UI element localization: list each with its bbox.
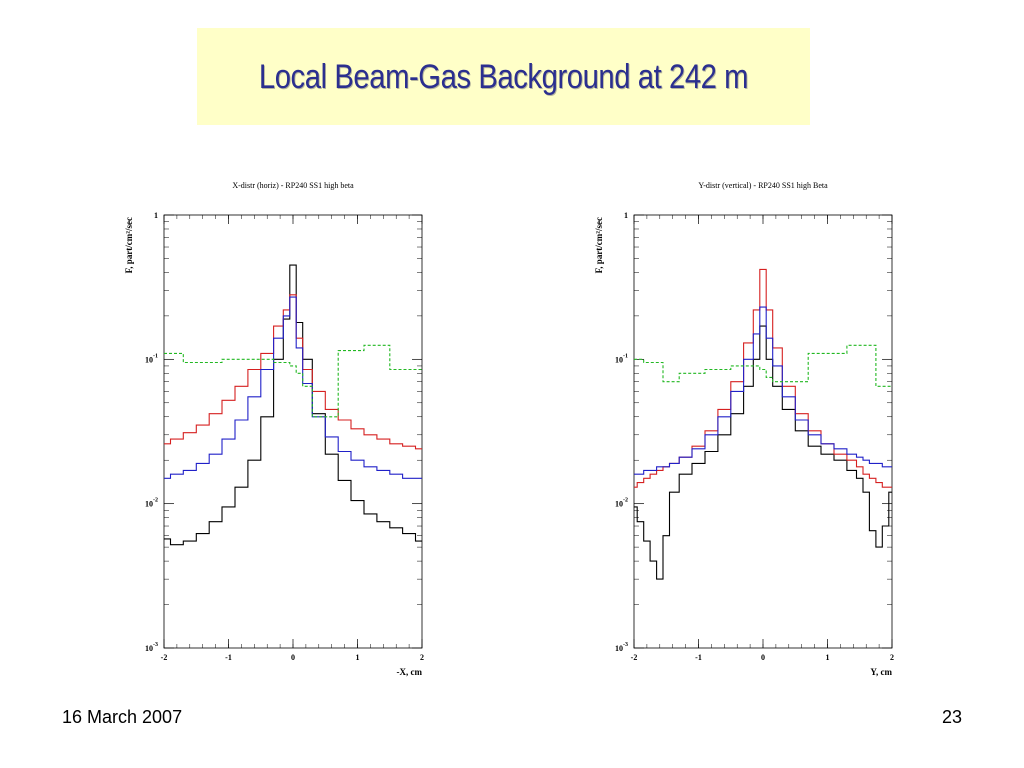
- y-tick-exponent: -1: [153, 353, 158, 359]
- y-tick-base: 10: [145, 355, 153, 364]
- series-line: [634, 268, 892, 488]
- y-tick-base: 10: [615, 644, 623, 653]
- footer-date: 16 March 2007: [62, 707, 183, 727]
- chart-y-distribution: Y-distr (vertical) - RP240 SS1 high Beta…: [578, 175, 948, 685]
- y-tick-exponent: -1: [623, 353, 628, 359]
- x-tick-label: -1: [225, 653, 232, 662]
- series-line: [164, 296, 422, 479]
- y-axis-label: F, part/cm²/sec: [124, 217, 134, 273]
- series-line: [634, 344, 892, 387]
- series-line: [164, 344, 422, 418]
- x-tick-label: 1: [356, 653, 360, 662]
- y-tick-exponent: -3: [153, 642, 158, 648]
- y-tick-exponent: -3: [623, 642, 628, 648]
- y-tick-exponent: -2: [153, 498, 158, 504]
- series-line: [164, 264, 422, 546]
- x-tick-label: 0: [761, 653, 765, 662]
- y-tick-label: 10-2: [615, 498, 628, 509]
- y-tick-label: 1: [624, 211, 628, 220]
- x-tick-label: 2: [420, 653, 424, 662]
- y-tick-label: 10-3: [615, 642, 628, 653]
- x-tick-label: -2: [631, 653, 638, 662]
- x-tick-label: -2: [161, 653, 168, 662]
- y-tick-base: 10: [145, 644, 153, 653]
- y-tick-label: 10-1: [145, 353, 158, 364]
- x-tick-label: 1: [826, 653, 830, 662]
- x-tick-label: 0: [291, 653, 295, 662]
- chart-x-distribution: X-distr (horiz) - RP240 SS1 high beta -2-…: [108, 175, 478, 685]
- chart-svg: X-distr (horiz) - RP240 SS1 high beta-2-…: [124, 181, 424, 677]
- plot-frame: [163, 214, 423, 649]
- y-tick-label: 10-1: [615, 353, 628, 364]
- chart-svg: Y-distr (vertical) - RP240 SS1 high Beta…: [594, 181, 894, 677]
- y-tick-label: 1: [154, 211, 158, 220]
- series-line: [634, 325, 892, 580]
- series-line: [634, 306, 892, 475]
- series-line: [164, 294, 422, 450]
- x-tick-label: -1: [695, 653, 702, 662]
- y-tick-base: 10: [615, 500, 623, 509]
- y-axis-label: F, part/cm²/sec: [594, 217, 604, 273]
- x-tick-label: 2: [890, 653, 894, 662]
- chart-title: X-distr (horiz) - RP240 SS1 high beta: [232, 181, 354, 190]
- y-tick-label: 10-3: [145, 642, 158, 653]
- y-tick-label: 10-2: [145, 498, 158, 509]
- y-tick-base: 10: [145, 500, 153, 509]
- slide-title: Local Beam-Gas Background at 242 m: [258, 58, 749, 96]
- plot-frame: [633, 214, 893, 649]
- y-tick-exponent: -2: [623, 498, 628, 504]
- x-axis-label: -X, cm: [397, 667, 423, 677]
- page-number: 23: [941, 707, 962, 727]
- x-axis-label: Y, cm: [870, 667, 892, 677]
- title-banner: Local Beam-Gas Background at 242 m: [197, 28, 810, 125]
- chart-title: Y-distr (vertical) - RP240 SS1 high Beta: [698, 181, 828, 190]
- y-tick-base: 10: [615, 355, 623, 364]
